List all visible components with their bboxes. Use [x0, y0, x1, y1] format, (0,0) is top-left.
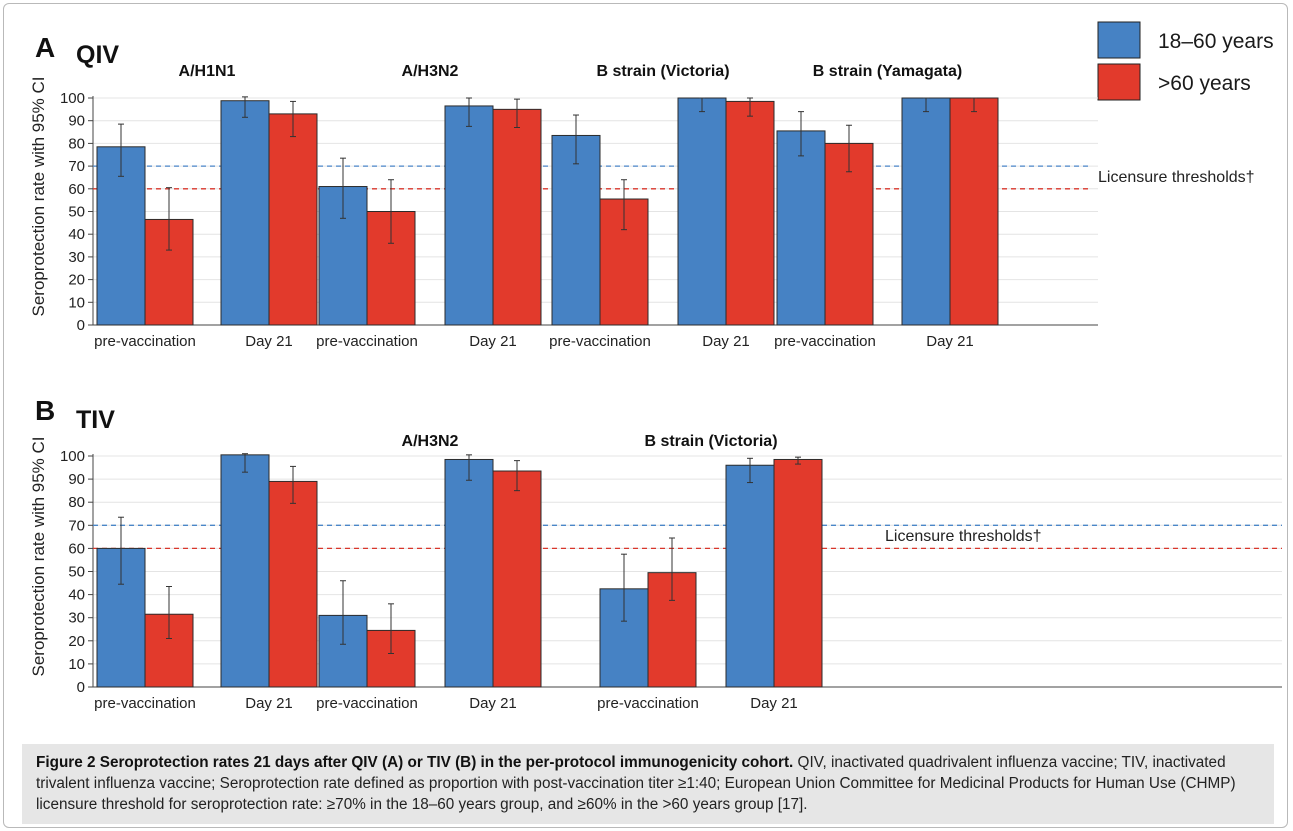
panel-a-group-title: B strain (Victoria): [596, 63, 729, 80]
caption-title: Figure 2 Seroprotection rates 21 days af…: [36, 754, 794, 771]
panel-a-letter: A: [35, 32, 55, 63]
panel-b-x-tick-label: pre-vaccination: [94, 695, 196, 712]
panel-a-x-tick-label: Day 21: [702, 333, 750, 350]
figure-frame: [3, 3, 1288, 828]
panel-b-x-tick-label: pre-vaccination: [597, 695, 699, 712]
panel-a-x-tick-label: pre-vaccination: [774, 333, 876, 350]
panel-a-bar: [901, 97, 951, 326]
panel-a-x-tick-label: pre-vaccination: [549, 333, 651, 350]
panel-a-y-tick-label: 70: [68, 158, 85, 175]
panel-a-bar: [492, 108, 542, 326]
legend-swatch-over-60: [1097, 63, 1141, 101]
panel-a-x-tick-label: pre-vaccination: [316, 333, 418, 350]
panel-a-bar: [268, 113, 318, 326]
panel-b-group-title: B strain (Victoria): [644, 433, 777, 450]
panel-a-y-tick-label: 60: [68, 181, 85, 198]
panel-b-y-tick-label: 30: [68, 610, 85, 627]
panel-a-bar: [824, 142, 874, 326]
panel-b-letter: B: [35, 395, 55, 426]
panel-b-y-tick-label: 10: [68, 656, 85, 673]
panel-a-group-title: A/H1N1: [179, 63, 236, 80]
panel-a-y-tick-label: 10: [68, 294, 85, 311]
panel-b-x-tick-label: Day 21: [750, 695, 798, 712]
panel-a-x-tick-label: Day 21: [926, 333, 974, 350]
panel-a-bar: [677, 97, 727, 326]
panel-b-group-title: A/H3N2: [402, 433, 459, 450]
panel-b-chart: 0 10 20 30 40 50 60 70 80 90 100 Licensure threshol…: [29, 395, 1282, 712]
panel-a-x-tick-label: Day 21: [469, 333, 517, 350]
panel-b-bar: [220, 454, 270, 688]
panel-a-threshold-label: Licensure thresholds†: [1098, 169, 1255, 186]
caption-body: QIV, inactivated quadrivalent influenza …: [36, 754, 1236, 813]
panel-a-y-tick-label: 100: [60, 90, 85, 107]
panel-a-bar: [725, 100, 775, 326]
panel-a-bar: [776, 130, 826, 326]
panel-a-bar: [949, 97, 999, 326]
legend-swatch-18-60: [1097, 21, 1141, 59]
panel-b-y-tick-label: 50: [68, 564, 85, 581]
panel-b-bar: [268, 480, 318, 688]
legend-label-over-60: >60 years: [1158, 72, 1251, 95]
panel-b-bar: [492, 470, 542, 688]
panel-a-y-tick-label: 0: [77, 317, 85, 334]
panel-a-y-tick-label: 50: [68, 204, 85, 221]
panel-b-bar: [725, 464, 775, 688]
panel-b-y-tick-label: 0: [77, 679, 85, 696]
panel-b-y-tick-label: 90: [68, 471, 85, 488]
panel-a-title: QIV: [76, 41, 119, 69]
panel-a-y-tick-label: 80: [68, 135, 85, 152]
panel-b-y-tick-label: 20: [68, 633, 85, 650]
panel-a-x-tick-label: pre-vaccination: [94, 333, 196, 350]
panel-a-x-tick-label: Day 21: [245, 333, 293, 350]
panel-a-y-tick-label: 90: [68, 113, 85, 130]
figure-charts: 18–60 years >60 years 0 10 20 30 40 50 60 70 80 9…: [29, 21, 1282, 712]
panel-b-y-axis-label: Seroprotection rate with 95% CI: [29, 436, 48, 676]
panel-a-chart: 0 10 20 30 40 50 60 70 80 90 100 Licensure threshol…: [29, 32, 1255, 350]
panel-b-title: TIV: [76, 406, 115, 434]
panel-a-group-title: A/H3N2: [402, 63, 459, 80]
panel-b-y-tick-label: 60: [68, 540, 85, 557]
legend: 18–60 years >60 years: [1097, 21, 1274, 101]
legend-label-18-60: 18–60 years: [1158, 30, 1274, 53]
panel-b-x-tick-label: pre-vaccination: [316, 695, 418, 712]
panel-a-y-axis-label: Seroprotection rate with 95% CI: [29, 76, 48, 316]
panel-a-y-tick-label: 40: [68, 226, 85, 243]
figure-caption: Figure 2 Seroprotection rates 21 days af…: [22, 744, 1274, 824]
panel-b-y-tick-label: 40: [68, 587, 85, 604]
panel-a-y-tick-label: 20: [68, 272, 85, 289]
panel-b-y-tick-label: 70: [68, 517, 85, 534]
panel-b-x-tick-label: Day 21: [245, 695, 293, 712]
panel-a-bar: [444, 105, 494, 326]
panel-b-bar: [773, 458, 823, 688]
panel-b-y-tick-label: 100: [60, 448, 85, 465]
panel-b-bar: [444, 458, 494, 688]
panel-b-y-tick-label: 80: [68, 494, 85, 511]
panel-a-bar: [220, 100, 270, 326]
panel-b-x-tick-label: Day 21: [469, 695, 517, 712]
panel-a-group-title: B strain (Yamagata): [813, 63, 962, 80]
panel-a-y-tick-label: 30: [68, 249, 85, 266]
panel-b-threshold-label: Licensure thresholds†: [885, 528, 1042, 545]
